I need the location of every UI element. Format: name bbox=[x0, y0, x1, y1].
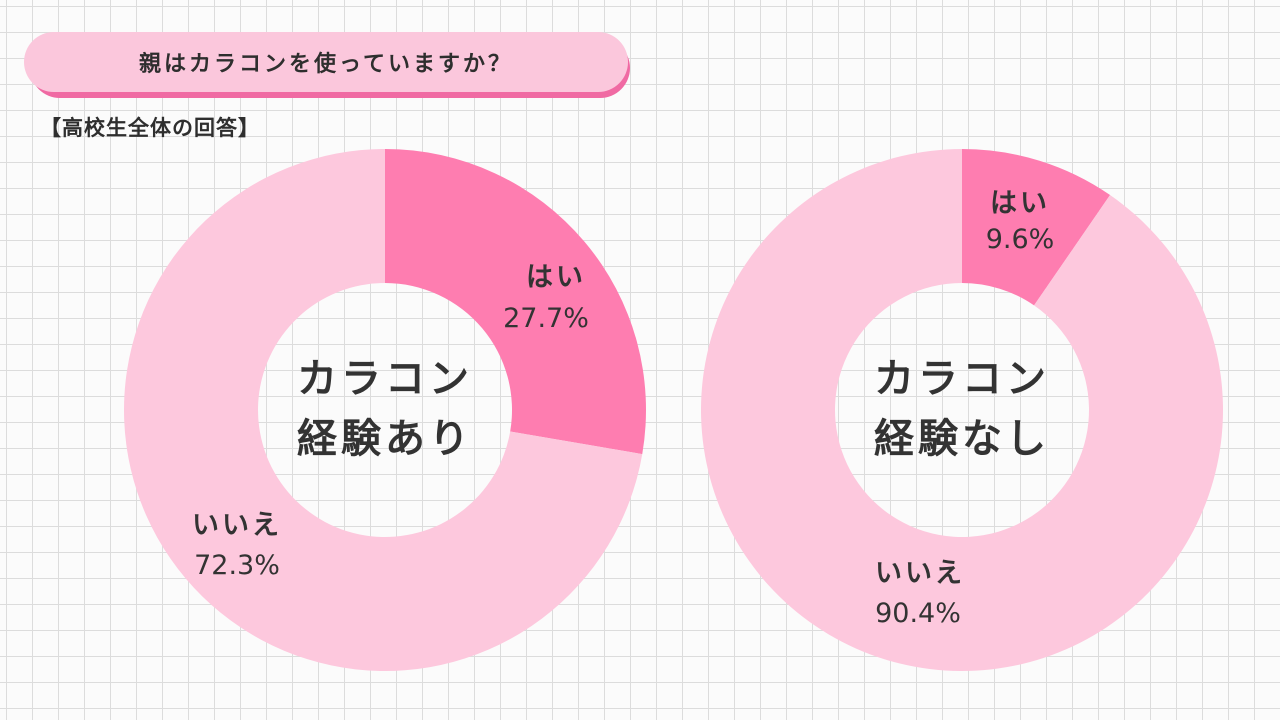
chart-1-yes-value: 27.7% bbox=[503, 303, 589, 334]
chart-2-no-value: 90.4% bbox=[875, 598, 961, 629]
chart-1-no-label: いいえ bbox=[192, 510, 282, 541]
chart-1-no-value: 72.3% bbox=[194, 550, 280, 581]
chart-2-slice-no bbox=[700, 148, 1223, 671]
question-text: 親はカラコンを使っていますか？ bbox=[24, 32, 628, 92]
chart-1-center-label-line-2: 経験あり bbox=[297, 416, 473, 462]
donut-chart-1: カラコン 経験あり はい 27.7% いいえ 72.3% bbox=[123, 148, 646, 671]
chart-2-yes-value: 9.6% bbox=[986, 224, 1055, 255]
donut-chart-2: カラコン 経験なし はい 9.6% いいえ 90.4% bbox=[700, 148, 1223, 671]
chart-1-yes-label: はい bbox=[526, 262, 586, 293]
chart-1-slice-no bbox=[123, 148, 643, 671]
chart-2-yes-label: はい bbox=[990, 188, 1050, 219]
chart-2-center-label-line-1: カラコン bbox=[874, 356, 1050, 402]
chart-2-center-label-line-2: 経験なし bbox=[874, 416, 1050, 462]
question-banner: 親はカラコンを使っていますか？ bbox=[24, 32, 636, 100]
chart-2-slice-yes bbox=[962, 149, 1111, 306]
chart-2-no-label: いいえ bbox=[875, 558, 965, 589]
subtitle: 【高校生全体の回答】 bbox=[40, 116, 260, 140]
chart-1-center-label-line-1: カラコン bbox=[297, 356, 473, 402]
chart-1-slice-yes bbox=[385, 149, 646, 455]
